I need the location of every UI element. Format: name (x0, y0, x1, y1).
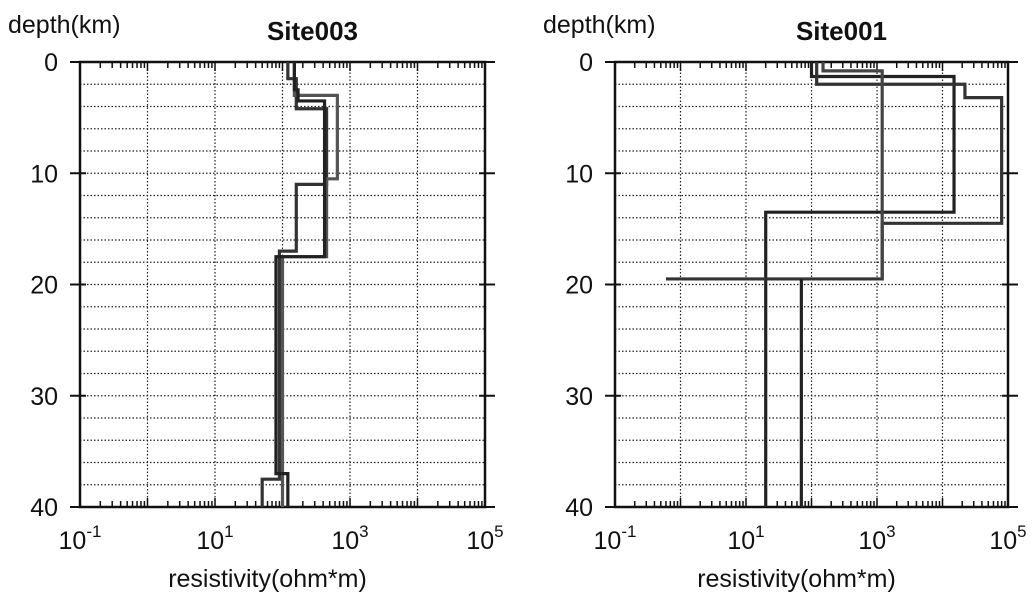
y-tick-label: 10 (565, 160, 593, 188)
y-axis-label: depth(km) (8, 11, 121, 39)
x-tick-label: 103 (858, 522, 895, 555)
series-line-3 (274, 62, 327, 507)
series-line-1 (764, 62, 956, 507)
y-tick-label: 10 (30, 160, 58, 188)
y-tick-label: 40 (30, 494, 58, 522)
x-tick-label: 10-1 (59, 522, 102, 555)
series-line-4 (821, 62, 884, 279)
x-tick-label: 105 (989, 522, 1026, 555)
grid (80, 62, 485, 507)
y-tick-label: 20 (565, 272, 593, 300)
y-tick-label: 20 (30, 272, 58, 300)
x-tick-label: 103 (331, 522, 368, 555)
chart-title: Site003 (267, 16, 358, 46)
grid (615, 62, 1008, 507)
y-axis-label: depth(km) (543, 11, 656, 39)
x-axis-label: resistivity(ohm*m) (168, 565, 367, 593)
chart-title: Site001 (796, 16, 887, 46)
y-tick-label: 40 (565, 494, 593, 522)
x-tick-label: 101 (196, 522, 233, 555)
x-axis-label: resistivity(ohm*m) (697, 565, 896, 593)
x-tick-label: 105 (466, 522, 503, 555)
x-tick-label: 101 (727, 522, 764, 555)
y-tick-label: 0 (44, 49, 58, 77)
x-tick-label: 10-1 (594, 522, 637, 555)
y-tick-label: 30 (565, 383, 593, 411)
y-tick-label: 30 (30, 383, 58, 411)
y-tick-label: 0 (579, 49, 593, 77)
